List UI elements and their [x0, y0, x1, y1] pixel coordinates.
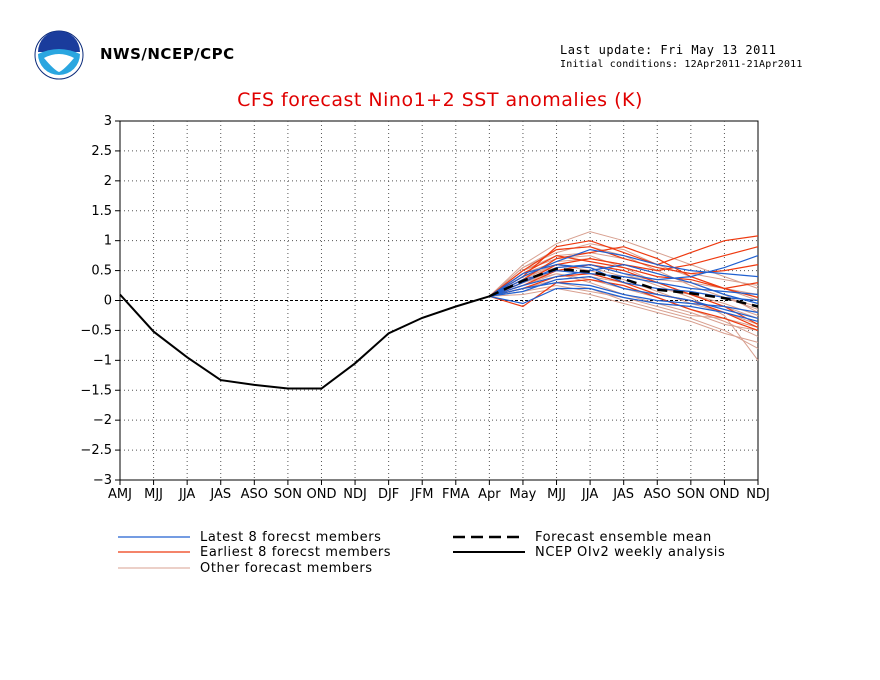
- legend-analysis-label: NCEP OIv2 weekly analysis: [535, 545, 725, 560]
- earliest-member-line: [489, 235, 759, 297]
- x-tick-label: FMA: [442, 487, 470, 502]
- grid: [120, 121, 758, 480]
- x-tick-label: ASO: [644, 487, 671, 502]
- x-tick-label: OND: [306, 487, 336, 502]
- x-tick-label: NDJ: [746, 487, 770, 502]
- y-tick-label: 3: [104, 114, 112, 129]
- ensemble-mean-line: [488, 267, 759, 308]
- last-update-text: Last update: Fri May 13 2011: [560, 43, 777, 57]
- y-tick-label: 0: [104, 294, 112, 309]
- legend-earliest-label: Earliest 8 forecst members: [200, 545, 391, 560]
- earliest-member-line: [489, 254, 759, 299]
- other-member-line: [489, 287, 759, 343]
- y-tick-label: −1: [93, 353, 112, 368]
- latest-member-line: [489, 275, 759, 319]
- x-tick-label: MJJ: [144, 487, 163, 502]
- x-tick-label: May: [510, 487, 537, 502]
- y-tick-label: −2: [93, 413, 112, 428]
- x-tick-label: JFM: [410, 487, 434, 502]
- analysis-line: [119, 293, 490, 390]
- legend-other-label: Other forecast members: [200, 561, 373, 576]
- x-tick-label: SON: [274, 487, 302, 502]
- earliest-member-line: [489, 263, 759, 325]
- chart-title: CFS forecast Nino1+2 SST anomalies (K): [237, 89, 643, 111]
- x-tick-label: OND: [709, 487, 739, 502]
- x-tick-label: NDJ: [343, 487, 367, 502]
- earliest-member-line: [489, 246, 759, 297]
- legend-mean-label: Forecast ensemble mean: [535, 530, 712, 545]
- x-tick-label: SON: [677, 487, 705, 502]
- legend-latest-label: Latest 8 forecst members: [200, 530, 382, 545]
- latest-member-line: [489, 287, 759, 322]
- x-tick-label: JAS: [209, 487, 231, 502]
- x-tick-label: DJF: [378, 487, 399, 502]
- x-tick-label: AMJ: [108, 487, 132, 502]
- earliest-member-line: [489, 246, 759, 297]
- y-tick-label: 1.5: [91, 204, 112, 219]
- latest-member-line: [489, 281, 759, 314]
- latest-member-line: [489, 263, 759, 305]
- x-tick-label: JJA: [581, 487, 598, 502]
- agency-label: NWS/NCEP/CPC: [100, 45, 235, 63]
- initial-conditions-text: Initial conditions: 12Apr2011-21Apr2011: [560, 59, 803, 70]
- x-tick-label: JAS: [612, 487, 634, 502]
- y-tick-label: −3: [93, 473, 112, 488]
- x-tick-label: Apr: [478, 487, 501, 502]
- x-tick-label: ASO: [241, 487, 268, 502]
- y-tick-label: 2.5: [91, 144, 112, 159]
- noaa-logo: [34, 30, 84, 80]
- latest-member-line: [489, 248, 759, 297]
- y-tick-label: 0.5: [91, 264, 112, 279]
- y-tick-label: 1: [104, 234, 112, 249]
- y-tick-label: −0.5: [80, 323, 112, 338]
- x-tick-label: JJA: [178, 487, 195, 502]
- y-tick-label: 2: [104, 174, 112, 189]
- y-tick-label: −1.5: [80, 383, 112, 398]
- x-tick-label: MJJ: [547, 487, 566, 502]
- y-tick-label: −2.5: [80, 443, 112, 458]
